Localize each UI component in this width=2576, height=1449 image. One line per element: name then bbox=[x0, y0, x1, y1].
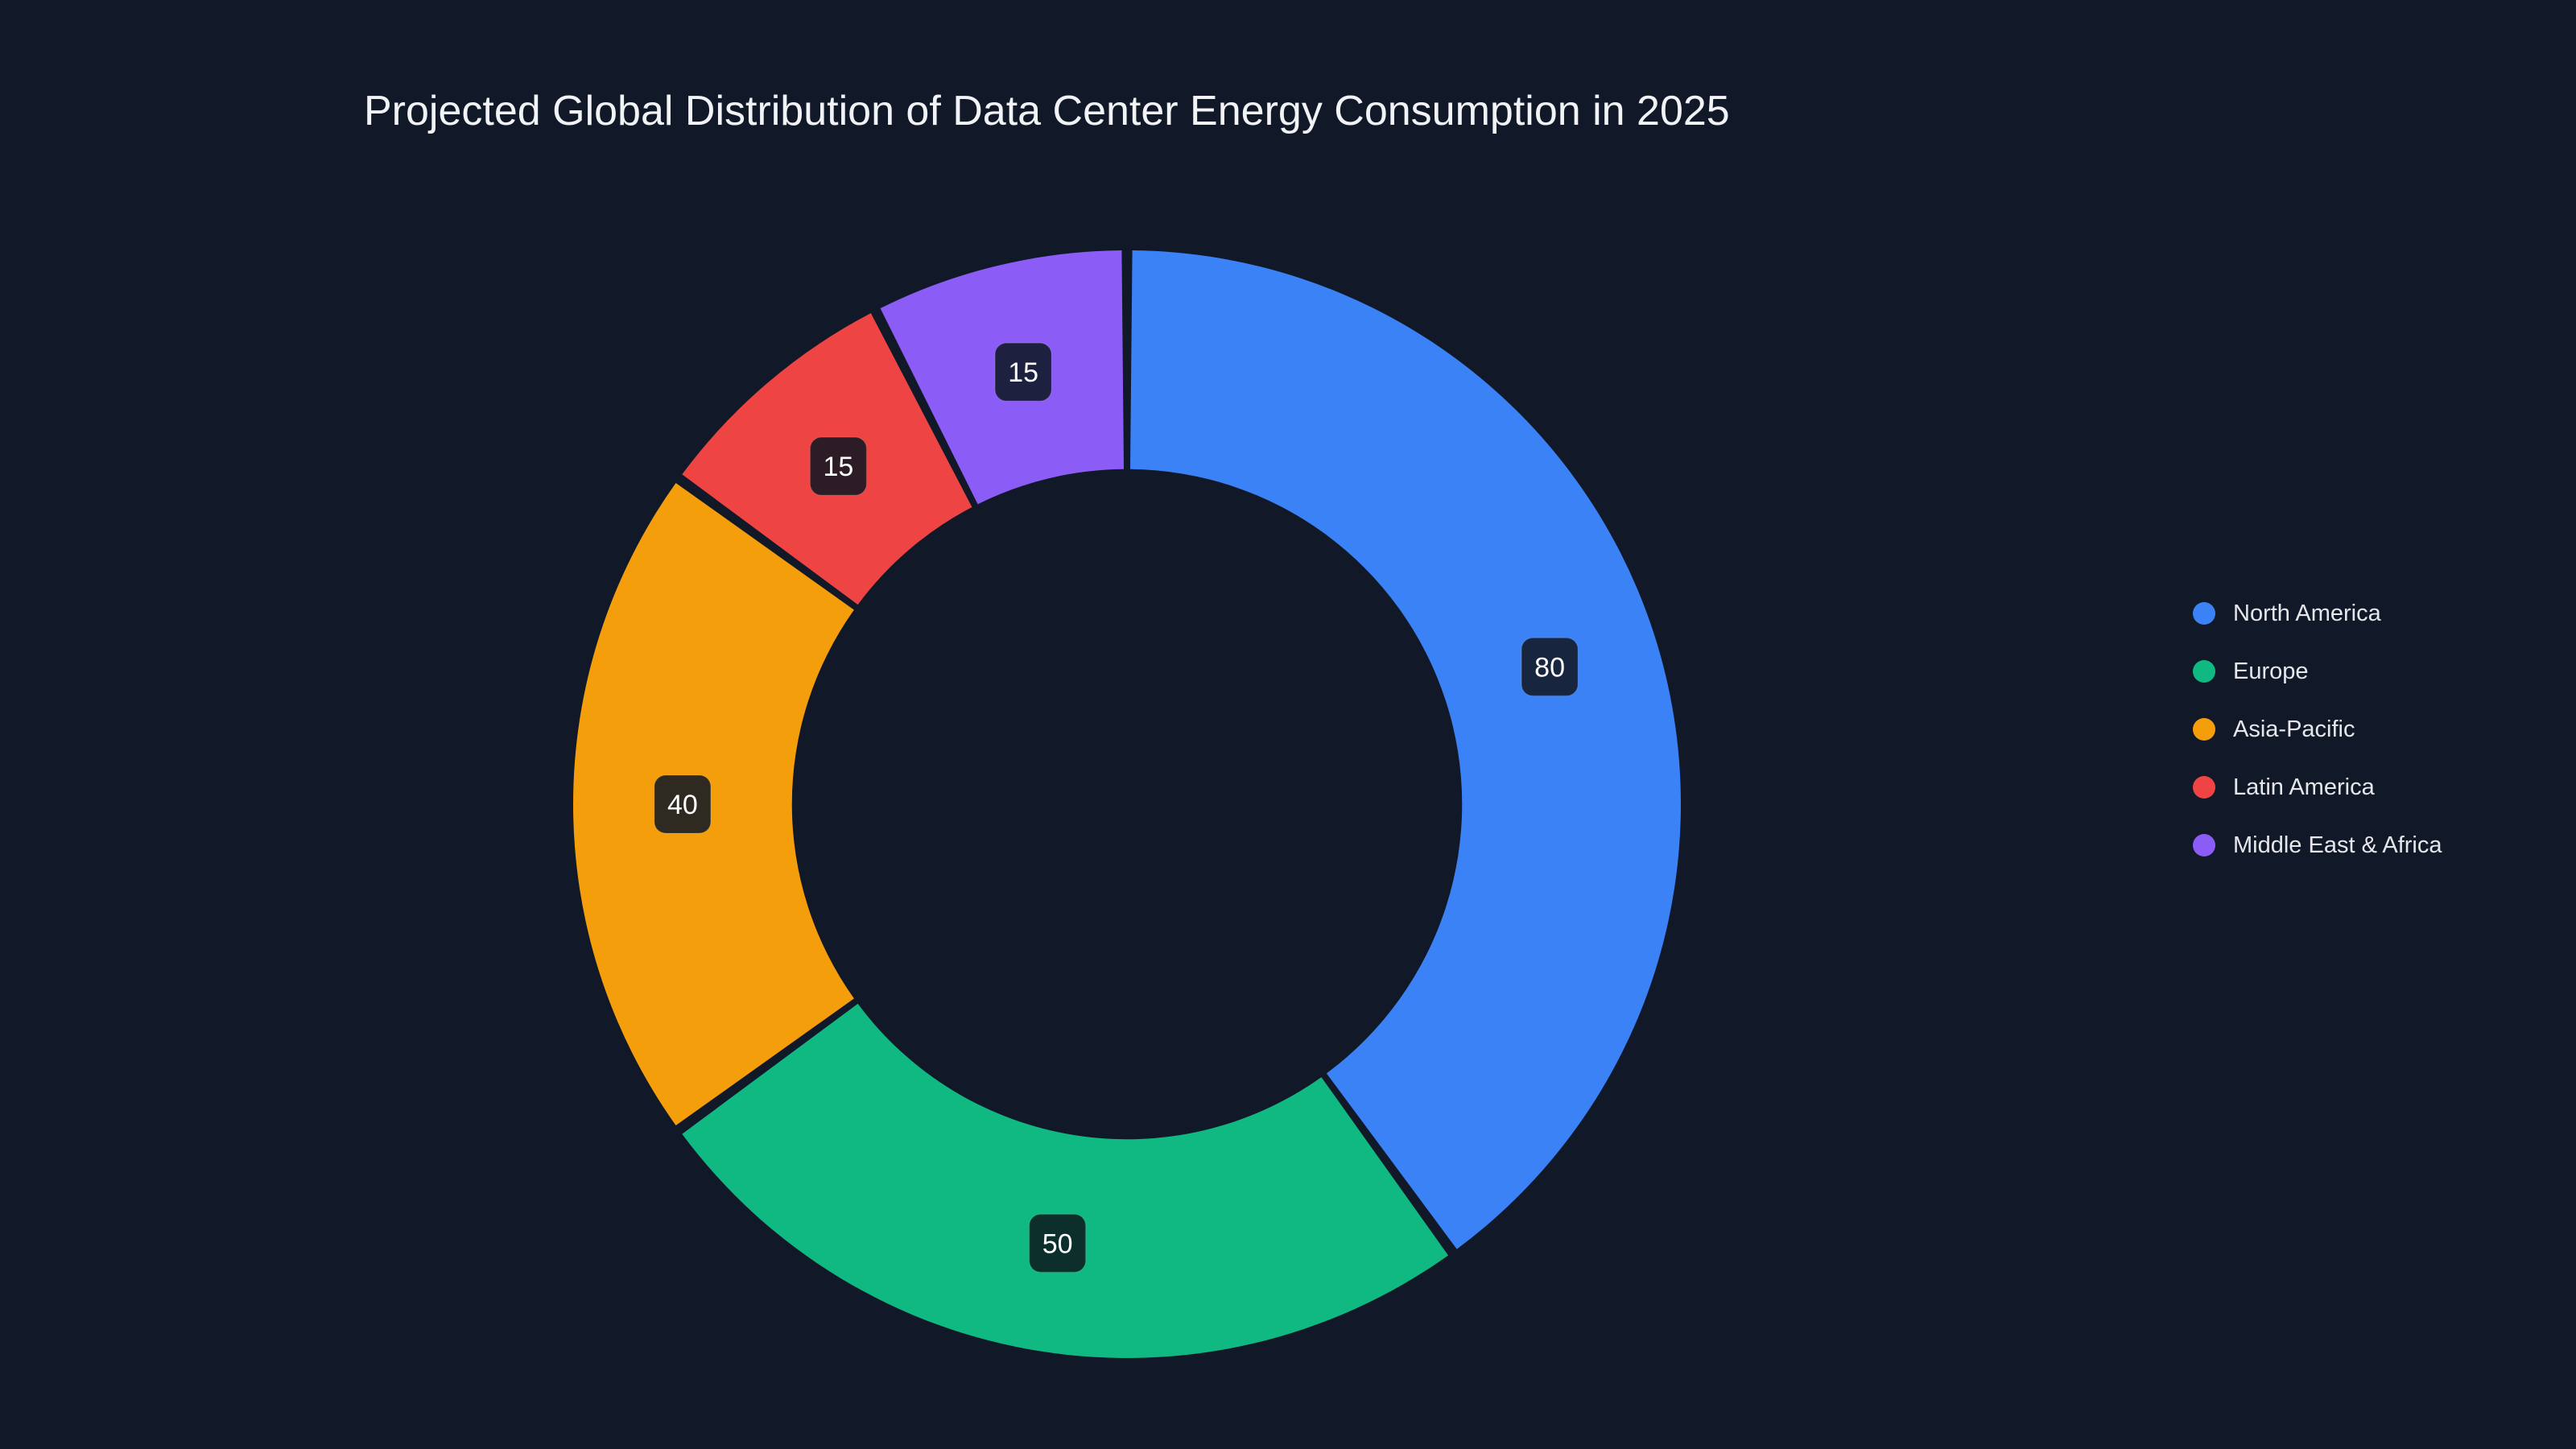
legend-swatch-icon bbox=[2193, 602, 2215, 625]
legend-item-label: Middle East & Africa bbox=[2233, 832, 2442, 858]
slice-value-text: 15 bbox=[824, 452, 854, 482]
legend-item[interactable]: Europe bbox=[2193, 642, 2442, 700]
slice-value-badge: 80 bbox=[1521, 637, 1579, 697]
legend-item[interactable]: North America bbox=[2193, 584, 2442, 642]
legend-item[interactable]: Middle East & Africa bbox=[2193, 816, 2442, 874]
donut-slice[interactable] bbox=[682, 1003, 1449, 1358]
legend-swatch-icon bbox=[2193, 834, 2215, 857]
slice-value-text: 50 bbox=[1042, 1228, 1073, 1259]
legend-item-label: Asia-Pacific bbox=[2233, 716, 2355, 742]
legend-item-label: Latin America bbox=[2233, 774, 2375, 800]
donut-slices bbox=[572, 250, 1681, 1358]
legend-item[interactable]: Latin America bbox=[2193, 758, 2442, 816]
chart-legend: North America Europe Asia-Pacific Latin Ame… bbox=[2193, 584, 2442, 874]
legend-swatch-icon bbox=[2193, 660, 2215, 683]
slice-value-text: 80 bbox=[1534, 652, 1565, 683]
slice-value-badge: 15 bbox=[994, 342, 1052, 402]
donut-value-labels: 80 50 40 15 15 bbox=[654, 342, 1579, 1274]
slice-value-text: 40 bbox=[667, 790, 698, 820]
page-title: Projected Global Distribution of Data Ce… bbox=[364, 88, 1730, 134]
donut-slice[interactable] bbox=[572, 482, 854, 1126]
donut-slice[interactable] bbox=[1129, 250, 1681, 1249]
legend-item-label: North America bbox=[2233, 600, 2381, 626]
legend-swatch-icon bbox=[2193, 776, 2215, 799]
slice-value-text: 15 bbox=[1008, 357, 1038, 388]
legend-item[interactable]: Asia-Pacific bbox=[2193, 700, 2442, 758]
slice-value-badge: 50 bbox=[1028, 1213, 1087, 1274]
slice-value-badge: 15 bbox=[809, 436, 868, 496]
legend-swatch-icon bbox=[2193, 718, 2215, 741]
legend-item-label: Europe bbox=[2233, 658, 2309, 684]
slice-value-badge: 40 bbox=[654, 774, 712, 834]
